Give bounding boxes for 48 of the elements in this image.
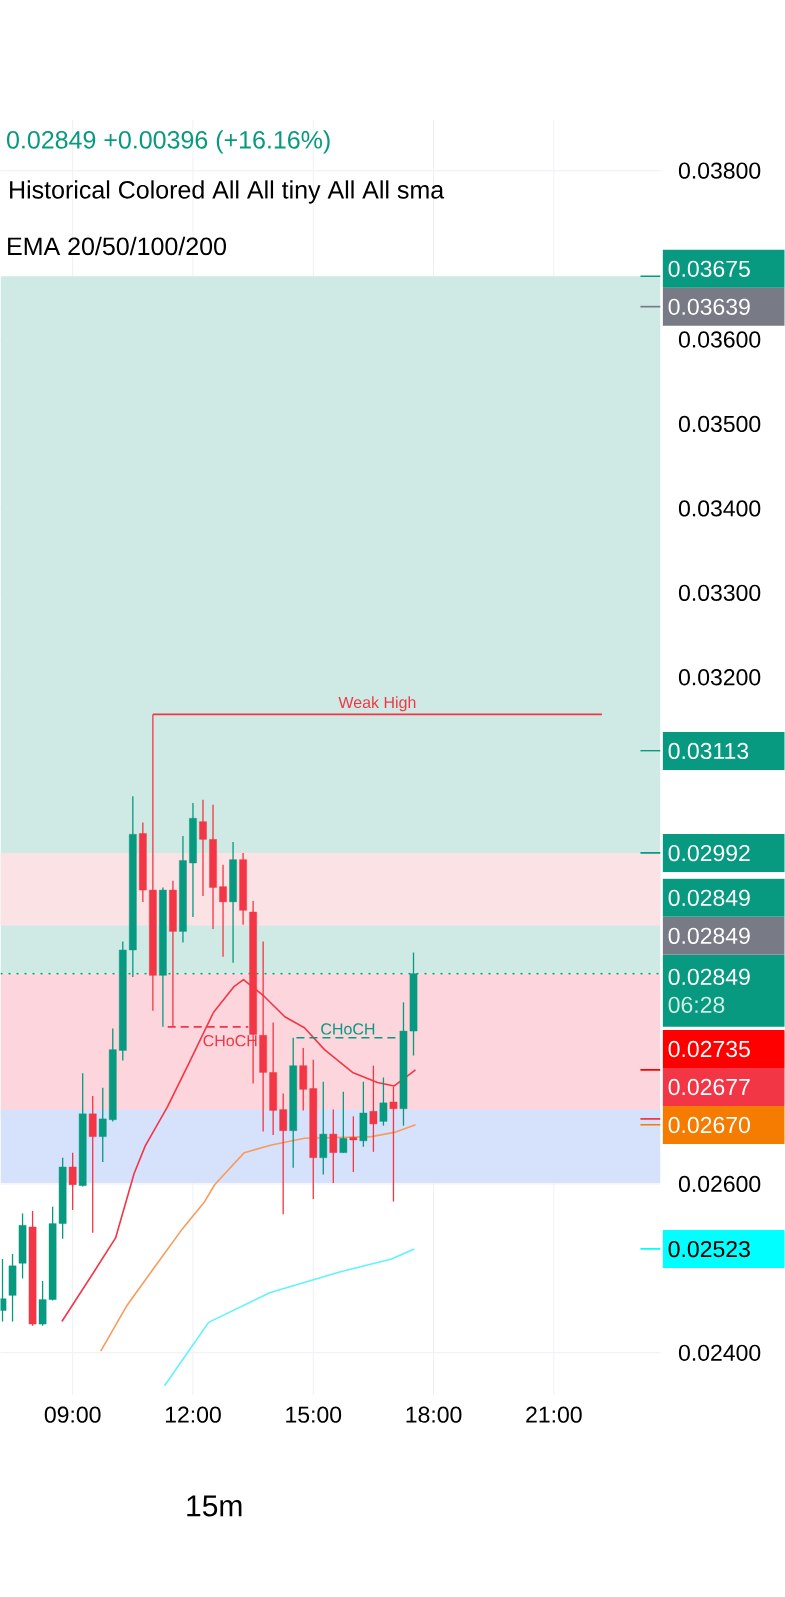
y-tick-label: 0.03500 <box>679 415 761 433</box>
annotation: EMA 20/50/100/200 <box>8 236 227 256</box>
candlestick <box>99 1086 107 1163</box>
ref-line-label: 0.03113 <box>668 742 749 760</box>
ref-line-label: 0.02523 <box>668 1240 750 1258</box>
ref-line-label: 0.03675 <box>668 260 751 277</box>
y-tick-label: 0.02400 <box>679 1344 761 1361</box>
text: 0.02849 <box>668 927 750 944</box>
y-tick-label: 0.02600 <box>679 1175 761 1193</box>
candlestick <box>89 1095 97 1234</box>
annotation: Historical Colored All All tiny All All sma <box>10 180 445 204</box>
candlestick <box>199 799 207 897</box>
candlestick <box>329 1108 338 1184</box>
candlestick <box>369 1065 378 1153</box>
candlestick <box>69 1152 77 1211</box>
chart-subtitle: 0.02849 +0.00396 (+16.16%) <box>7 130 330 154</box>
y-tick-label: 0.03200 <box>679 669 761 686</box>
candlestick <box>379 1076 388 1127</box>
x-tick-label: 12:00 <box>166 1406 221 1423</box>
ref-line-label: 0.03639 <box>668 298 750 315</box>
text: 0.02849 <box>668 889 750 906</box>
series-label: Weak High <box>338 696 416 712</box>
x-tick-label: 18:00 <box>406 1406 462 1423</box>
x-tick-label: 21:00 <box>526 1406 582 1423</box>
candlestick <box>219 864 227 958</box>
candlestick <box>299 1047 308 1112</box>
text: 06:28 <box>668 996 725 1013</box>
y-tick-label: 0.03400 <box>679 500 761 517</box>
candlestick <box>279 1092 288 1215</box>
candlestick <box>389 1086 398 1203</box>
line-series <box>100 1123 417 1352</box>
candlestick <box>319 1081 328 1176</box>
y-tick-label: 0.03600 <box>679 331 761 348</box>
candlestick <box>0 1258 7 1323</box>
line-series <box>163 1248 416 1387</box>
ref-line-label: 0.02992 <box>668 844 750 862</box>
x-tick-label: 09:00 <box>44 1406 101 1423</box>
text: 15m <box>187 1495 242 1517</box>
ref-line-label: 0.02735 <box>668 1040 751 1058</box>
ref-line-label: 0.02849 <box>668 968 750 985</box>
y-tick-label: 0.03300 <box>679 584 761 601</box>
candlestick <box>349 1115 358 1173</box>
ref-line-label: 0.02677 <box>668 1078 750 1096</box>
series-label: CHoCH <box>321 1023 375 1035</box>
y-tick-label: 0.03800 <box>679 162 761 179</box>
x-tick-label: 15:00 <box>286 1406 342 1423</box>
ref-line-label: 0.02670 <box>668 1116 751 1134</box>
candlestick <box>339 1091 348 1154</box>
